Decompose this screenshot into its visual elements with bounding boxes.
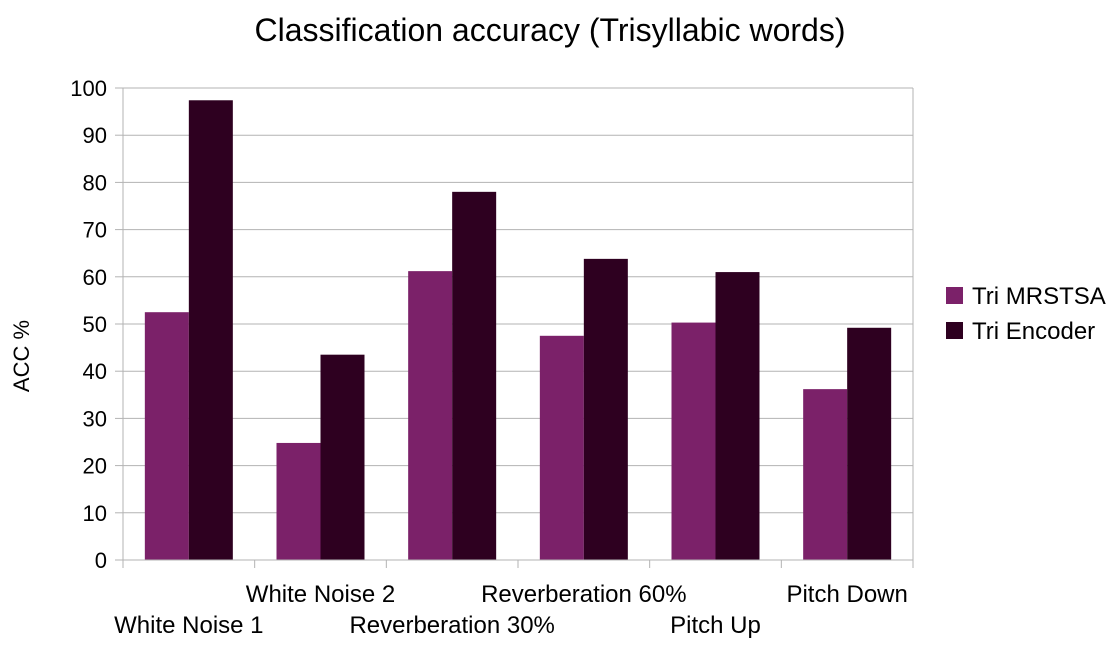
bar-tri-mrstsa-0 <box>144 312 189 560</box>
x-tick-label: Pitch Up <box>670 612 761 639</box>
y-tick-label: 80 <box>83 170 107 195</box>
bar-tri-encoder-3 <box>583 258 628 560</box>
y-tick-label: 60 <box>83 265 107 290</box>
x-tick-labels: White Noise 1 White Noise 2 Reverberation … <box>114 581 908 639</box>
bars <box>144 100 892 560</box>
legend: Tri MRSTSA Tri Encoder <box>946 283 1106 345</box>
y-tick-label: 0 <box>95 548 107 573</box>
bar-tri-encoder-2 <box>452 191 497 560</box>
y-tick-label: 30 <box>83 406 107 431</box>
x-tick-label: Reverberation 60% <box>481 581 686 608</box>
bar-tri-encoder-4 <box>715 272 760 560</box>
bar-tri-mrstsa-4 <box>671 322 716 560</box>
bar-tri-mrstsa-5 <box>803 389 848 560</box>
axes <box>122 88 914 568</box>
y-tick-label: 10 <box>83 501 107 526</box>
y-tick-label: 40 <box>83 359 107 384</box>
bar-tri-mrstsa-1 <box>276 442 321 560</box>
bar-tri-encoder-5 <box>847 327 892 560</box>
y-tick-labels: 0 10 20 30 40 50 60 70 80 90 100 <box>70 76 107 573</box>
y-tick-label: 70 <box>83 218 107 243</box>
legend-swatch <box>946 322 963 339</box>
legend-label: Tri MRSTSA <box>972 283 1106 310</box>
gridlines <box>115 87 913 561</box>
bar-tri-encoder-1 <box>320 354 365 560</box>
bar-tri-mrstsa-2 <box>408 271 453 560</box>
chart-title: Classification accuracy (Trisyllabic wor… <box>255 12 846 48</box>
legend-label: Tri Encoder <box>972 318 1095 345</box>
bar-tri-encoder-0 <box>188 100 233 560</box>
x-tick-label: White Noise 2 <box>246 581 395 608</box>
y-tick-label: 50 <box>83 312 107 337</box>
x-tick-label: Reverberation 30% <box>349 612 554 639</box>
y-tick-label: 100 <box>70 76 107 101</box>
bar-tri-mrstsa-3 <box>539 335 584 560</box>
legend-swatch <box>946 287 963 304</box>
x-tick-label: White Noise 1 <box>114 612 263 639</box>
y-axis-label: ACC % <box>9 320 34 392</box>
y-tick-label: 20 <box>83 454 107 479</box>
y-tick-label: 90 <box>83 123 107 148</box>
x-tick-label: Pitch Down <box>786 581 907 608</box>
